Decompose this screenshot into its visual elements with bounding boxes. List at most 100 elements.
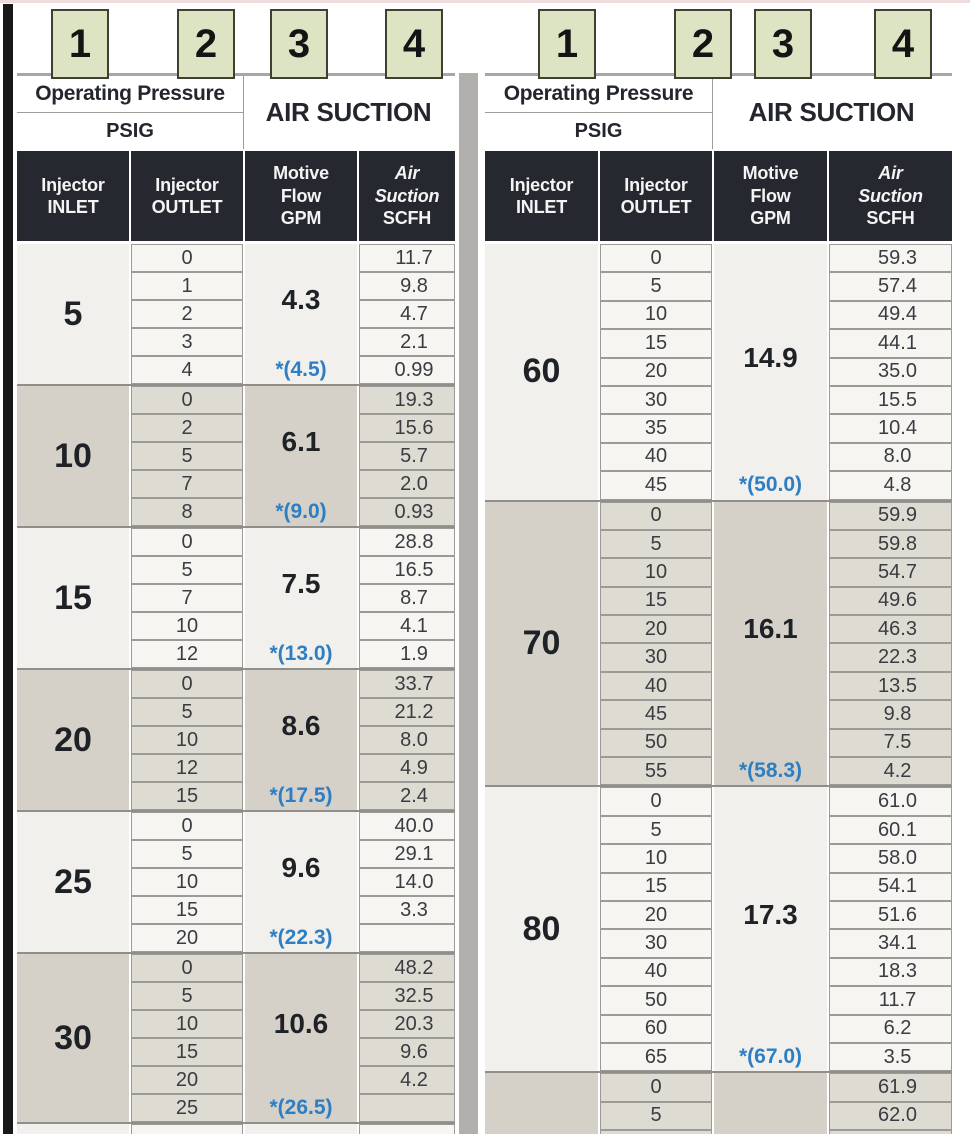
outlet-cell: 5 [600,1101,712,1131]
outlet-cell: 3 [131,328,243,356]
outlet-cell: 40 [600,671,712,701]
col-header-line: Motive [742,163,799,184]
max-outlet-value: *(58.3) [738,759,803,783]
scfh-cell: 51.6 [829,900,952,930]
outlet-column [131,1124,243,1134]
table-left: 1 2 3 4 Operating Pressure PSIG AIR SUCT… [17,9,455,1134]
pressure-group: 80 0 5 10 15 20 30 40 50 60 65 17.3 *(67.0) 61.0 60.1 5… [485,785,952,1072]
pressure-group: 15 0 5 7 10 12 7.5 *(13.0) 28.8 16.5 8.7 4.1 1.9 [17,526,455,668]
col-header-line: Injector [41,174,105,195]
scfh-cell: 13.5 [829,671,952,701]
scfh-cell: 32.5 [359,982,455,1010]
scfh-cell: 48.2 [359,954,455,982]
scfh-cell: 15.5 [829,385,952,415]
outlet-cell: 10 [131,726,243,754]
operating-pressure-header-group: Operating Pressure PSIG [485,76,712,149]
col-header-injector-inlet: Injector INLET [485,151,598,241]
column-badge-1: 1 [538,9,596,79]
scfh-cell: 8.0 [829,442,952,472]
scfh-cell: 7.5 [829,728,952,758]
outlet-cell: 10 [131,1010,243,1038]
pressure-group: 5 0 1 2 3 4 4.3 *(4.5) 11.7 9.8 4.7 2.1 0.99 [17,244,455,384]
outlet-cell: 0 [131,528,243,556]
scfh-column: 48.2 32.5 20.3 9.6 4.2 [359,954,455,1122]
outlet-cell: 15 [600,329,712,358]
outlet-cell: 15 [600,872,712,901]
col-header-injector-outlet: Injector OUTLET [131,151,243,241]
col-header-line: GPM [280,208,322,229]
scfh-cell: 4.1 [359,612,455,640]
inlet-pressure-value: 60 [485,244,598,500]
column-headers: Injector INLET Injector OUTLET Motive Fl… [485,151,952,241]
operating-pressure-header-group: Operating Pressure PSIG [17,76,243,149]
col-header-line: Air [394,163,420,184]
scfh-cell: 6.2 [829,1014,952,1043]
col-header-line: INLET [47,197,99,217]
motive-flow-value: 8.6 [281,710,321,741]
scfh-cell [359,1124,455,1134]
outlet-cell: 45 [600,700,712,729]
outlet-cell: 10 [600,558,712,587]
scfh-cell: 21.2 [359,698,455,726]
col-header-line: Suction [374,185,440,206]
table-body: 5 0 1 2 3 4 4.3 *(4.5) 11.7 9.8 4.7 2.1 0.99 10 0 2 5 7 8 6… [17,244,455,1134]
outlet-cell: 0 [131,244,243,272]
col-header-line: Flow [280,185,322,206]
outlet-cell: 2 [131,300,243,328]
scfh-cell: 10.4 [829,414,952,443]
col-header-line: Suction [858,185,923,206]
scfh-cell: 61.9 [829,1073,952,1102]
scfh-column: 59.9 59.8 54.7 49.6 46.3 22.3 13.5 9.8 7.5 4.2 [829,501,952,786]
scfh-cell: 29.1 [359,840,455,868]
col-header-injector-inlet: Injector INLET [17,151,129,241]
scfh-cell: 57.4 [829,272,952,301]
inlet-pressure-value: 20 [17,670,129,810]
col-header-line: Injector [155,174,219,195]
scfh-cell [359,924,455,952]
scfh-column: 40.0 29.1 14.0 3.3 [359,812,455,952]
scfh-cell: 2.0 [359,470,455,498]
table-divider [459,73,478,1134]
air-suction-label: AIR SUCTION [712,76,950,149]
column-headers: Injector INLET Injector OUTLET Motive Fl… [17,151,455,241]
outlet-cell: 8 [131,498,243,526]
scfh-cell: 46.3 [829,615,952,644]
scfh-cell: 4.7 [359,300,455,328]
column-badge-3: 3 [270,9,328,79]
outlet-cell: 4 [131,356,243,384]
outlet-cell: 20 [600,615,712,644]
scfh-cell: 8.7 [359,584,455,612]
scfh-cell: 4.2 [359,1066,455,1094]
inlet-pressure-value: 80 [485,787,598,1072]
outlet-cell: 0 [600,501,712,530]
col-header-injector-outlet: Injector OUTLET [600,151,712,241]
inlet-pressure-value: 10 [17,386,129,526]
scfh-cell: 22.3 [829,643,952,672]
pressure-group: 20 0 5 10 12 15 8.6 *(17.5) 33.7 21.2 8.0 4.9 2.4 [17,668,455,810]
outlet-cell: 10 [131,868,243,896]
outlet-column: 0 5 10 15 20 25 [131,954,243,1122]
outlet-cell: 5 [131,982,243,1010]
scfh-cell: 4.9 [359,754,455,782]
scfh-cell: 9.8 [829,700,952,729]
outlet-cell: 0 [600,1073,712,1102]
inlet-pressure-value [17,1124,129,1134]
inlet-pressure-value: 15 [17,528,129,668]
max-outlet-value [245,1124,357,1134]
scfh-cell: 19.3 [359,386,455,414]
outlet-cell: 1 [131,272,243,300]
motive-flow-cell [245,1124,357,1134]
scfh-cell: 28.8 [359,528,455,556]
scfh-cell: 49.6 [829,586,952,616]
motive-flow-value: 9.6 [281,852,321,883]
outlet-cell: 30 [600,643,712,672]
col-header-line: Flow [750,185,791,206]
outlet-cell: 15 [131,782,243,810]
scfh-cell: 3.3 [359,896,455,924]
table-body: 60 0 5 10 15 20 30 35 40 45 14.9 *(50.0) 59.3 57.4 49.… [485,244,952,1134]
scfh-column: 19.3 15.6 5.7 2.0 0.93 [359,386,455,526]
table-header: Operating Pressure PSIG AIR SUCTION Inje… [17,73,455,241]
